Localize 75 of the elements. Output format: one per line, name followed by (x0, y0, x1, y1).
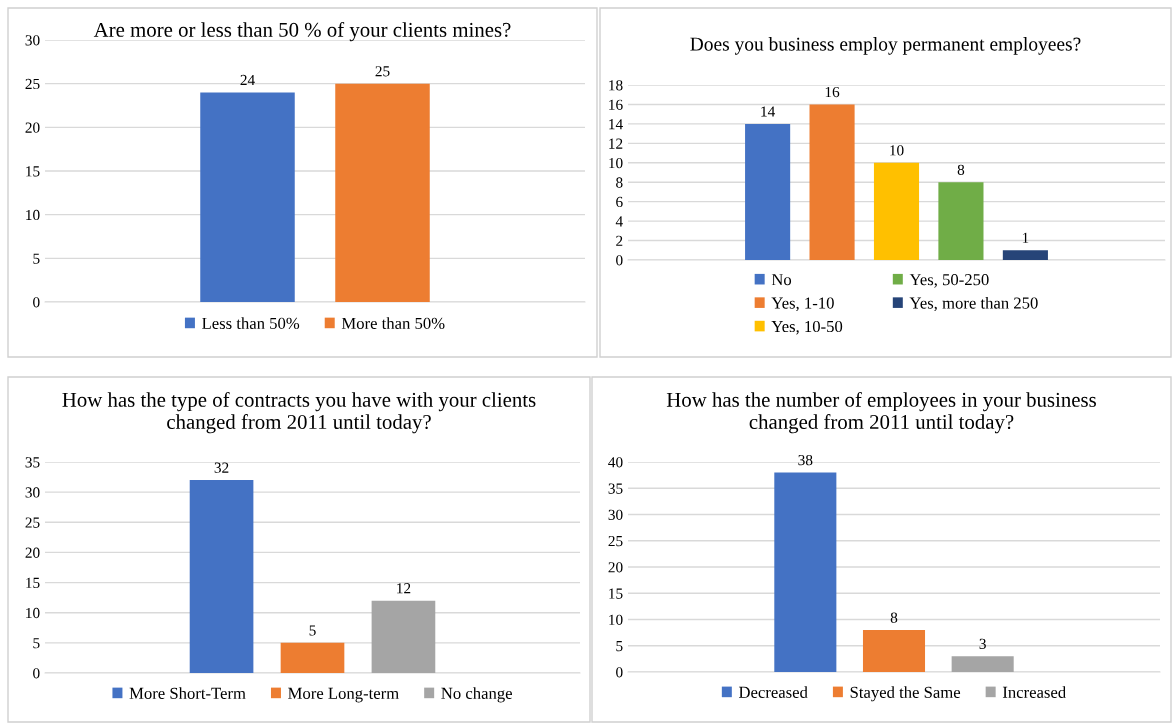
data-label: 14 (761, 106, 776, 117)
y-tick-label: 10 (609, 614, 623, 625)
bar (371, 600, 436, 673)
data-label: 24 (240, 74, 255, 85)
y-tick-label: 6 (616, 196, 623, 208)
y-tick-label: 40 (608, 457, 623, 468)
bar (745, 123, 791, 260)
legend-label: No (771, 274, 792, 286)
chart-title: Are more or less than 50 % of your clients mines? (93, 22, 511, 42)
y-tick-label: 0 (33, 668, 40, 679)
y-tick-label: 4 (615, 216, 623, 227)
legend-label: Less than 50% (202, 317, 300, 330)
data-label: 38 (798, 454, 813, 466)
y-tick-label: 15 (26, 577, 40, 589)
data-label: 32 (214, 462, 229, 473)
bar (774, 472, 837, 672)
bar (873, 162, 920, 260)
data-label: 16 (825, 86, 840, 98)
bar (189, 480, 254, 673)
y-tick-label: 20 (25, 122, 40, 133)
y-tick-label: 16 (609, 99, 623, 110)
y-tick-label: 10 (609, 157, 623, 169)
legend-label: Increased (1002, 686, 1066, 698)
legend-label: Yes, 50-250 (909, 273, 989, 288)
y-tick-label: 14 (609, 119, 623, 130)
y-tick-label: 35 (608, 483, 623, 494)
y-tick-label: 12 (609, 138, 623, 149)
y-tick-label: 30 (25, 35, 40, 46)
bar (809, 104, 855, 260)
y-tick-label: 30 (25, 487, 40, 498)
y-tick-label: 0 (33, 297, 40, 308)
chart-title: How has the type of contracts you have with your clients changed from 2011 until today? (62, 392, 536, 434)
bar (938, 182, 984, 260)
data-label: 12 (397, 583, 411, 594)
data-label: 3 (979, 638, 986, 649)
legend-label: More Long-term (288, 687, 399, 703)
data-label: 1 (1022, 232, 1029, 243)
y-tick-label: 0 (616, 667, 623, 678)
bar (951, 656, 1014, 672)
chart-title: How has the number of employees in your business changed from 2011 until today? (666, 392, 1096, 434)
y-tick-label: 10 (26, 607, 40, 619)
chart-title: Does you business employ permanent employees? (690, 37, 1081, 55)
y-tick-label: 25 (25, 517, 40, 528)
y-tick-label: 35 (25, 457, 40, 468)
y-tick-label: 5 (616, 641, 623, 652)
bar (1002, 250, 1048, 260)
legend-label: Yes, 10-50 (771, 320, 843, 335)
y-tick-label: 2 (616, 235, 623, 246)
y-tick-label: 18 (609, 80, 623, 91)
data-label: 5 (309, 625, 316, 636)
data-label: 8 (890, 612, 898, 623)
y-tick-label: 5 (33, 253, 40, 264)
legend-label: No change (441, 687, 512, 703)
bar (862, 630, 926, 672)
data-label: 10 (890, 145, 904, 156)
y-tick-label: 8 (616, 177, 623, 188)
data-label: 25 (375, 66, 390, 77)
y-tick-label: 15 (26, 166, 40, 177)
legend-label: More Short-Term (129, 687, 246, 699)
y-tick-label: 30 (608, 509, 623, 520)
y-tick-label: 15 (609, 588, 623, 599)
legend-label: Yes, 1-10 (771, 297, 834, 312)
legend-label: Decreased (738, 686, 808, 698)
y-tick-label: 5 (33, 638, 40, 649)
y-tick-label: 20 (25, 547, 40, 558)
legend-label: Stayed the Same (850, 686, 961, 702)
y-tick-label: 0 (616, 255, 623, 266)
y-tick-label: 25 (608, 535, 623, 547)
y-tick-label: 25 (25, 78, 40, 90)
y-tick-label: 20 (608, 562, 623, 573)
bar (280, 642, 345, 673)
legend-label: Yes, more than 250 (909, 296, 1038, 312)
data-label: 8 (957, 164, 965, 175)
legend-label: More than 50% (341, 317, 445, 330)
y-tick-label: 10 (26, 209, 40, 221)
